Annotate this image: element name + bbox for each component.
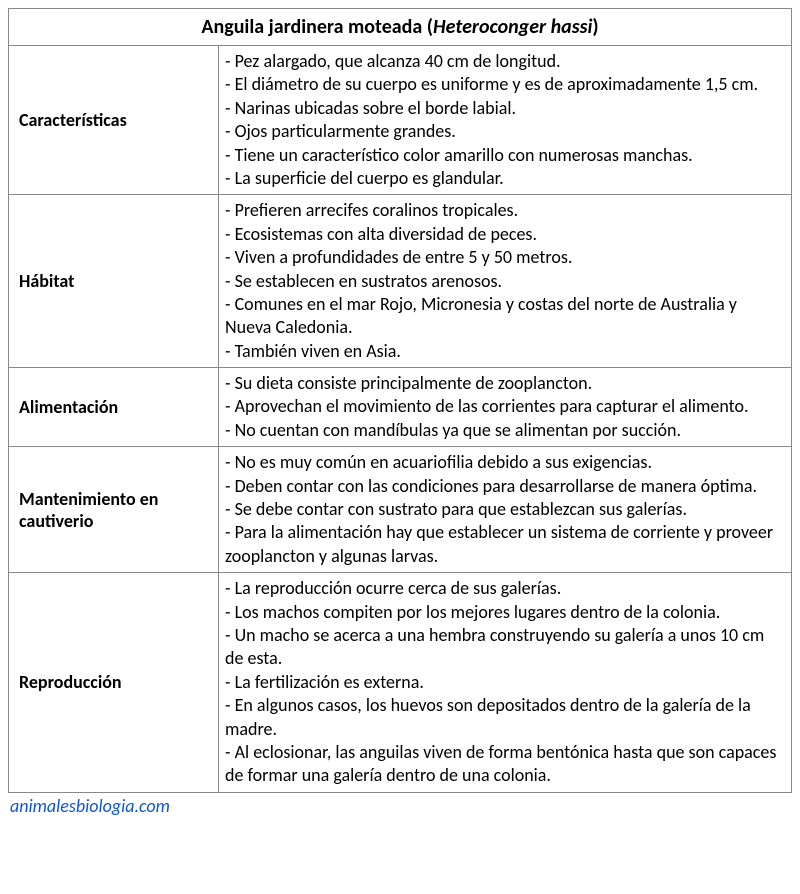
content-item: - Un macho se acerca a una hembra constr…	[225, 624, 783, 671]
content-item: - En algunos casos, los huevos son depos…	[225, 694, 783, 741]
section-content: - Prefieren arrecifes coralinos tropical…	[219, 195, 792, 368]
table-title: Anguila jardinera moteada (Heteroconger …	[9, 9, 792, 46]
footer-source: animalesbiologia.com	[8, 795, 792, 817]
section-content: - La reproducción ocurre cerca de sus ga…	[219, 573, 792, 793]
content-item: - Prefieren arrecifes coralinos tropical…	[225, 199, 783, 222]
content-item: - La superficie del cuerpo es glandular.	[225, 167, 783, 190]
content-item: - Ecosistemas con alta diversidad de pec…	[225, 223, 783, 246]
content-item: - Se debe contar con sustrato para que e…	[225, 498, 783, 521]
content-item: - Los machos compiten por los mejores lu…	[225, 601, 783, 624]
table-row: Alimentación - Su dieta consiste principa…	[9, 368, 792, 447]
table-row: Hábitat - Prefieren arrecifes coralinos t…	[9, 195, 792, 368]
content-item: - El diámetro de su cuerpo es uniforme y…	[225, 73, 783, 96]
section-label: Características	[9, 46, 219, 195]
content-item: - La reproducción ocurre cerca de sus ga…	[225, 577, 783, 600]
content-item: - Para la alimentación hay que establece…	[225, 521, 783, 568]
species-table: Anguila jardinera moteada (Heteroconger …	[8, 8, 792, 793]
section-label: Hábitat	[9, 195, 219, 368]
content-item: - Ojos particularmente grandes.	[225, 120, 783, 143]
content-item: - Comunes en el mar Rojo, Micronesia y c…	[225, 293, 783, 340]
section-content: - Su dieta consiste principalmente de zo…	[219, 368, 792, 447]
content-item: - La fertilización es externa.	[225, 671, 783, 694]
content-item: - Narinas ubicadas sobre el borde labial…	[225, 97, 783, 120]
content-item: - Viven a profundidades de entre 5 y 50 …	[225, 246, 783, 269]
section-content: - Pez alargado, que alcanza 40 cm de lon…	[219, 46, 792, 195]
content-item: - También viven en Asia.	[225, 340, 783, 363]
table-row: Mantenimiento en cautiverio - No es muy c…	[9, 447, 792, 573]
section-label: Mantenimiento en cautiverio	[9, 447, 219, 573]
title-scientific: Heteroconger hassi	[433, 15, 592, 39]
content-item: - Se establecen en sustratos arenosos.	[225, 270, 783, 293]
content-item: - Deben contar con las condiciones para …	[225, 475, 783, 498]
section-label: Reproducción	[9, 573, 219, 793]
title-paren-close: )	[592, 15, 598, 39]
section-content: - No es muy común en acuariofilia debido…	[219, 447, 792, 573]
content-item: - No es muy común en acuariofilia debido…	[225, 451, 783, 474]
content-item: - Aprovechan el movimiento de las corrie…	[225, 395, 783, 418]
title-common: Anguila jardinera moteada	[201, 15, 422, 39]
content-item: - Su dieta consiste principalmente de zo…	[225, 372, 783, 395]
table-row: Reproducción - La reproducción ocurre cer…	[9, 573, 792, 793]
content-item: - No cuentan con mandíbulas ya que se al…	[225, 419, 783, 442]
content-item: - Al eclosionar, las anguilas viven de f…	[225, 741, 783, 788]
content-item: - Tiene un característico color amarillo…	[225, 144, 783, 167]
content-item: - Pez alargado, que alcanza 40 cm de lon…	[225, 50, 783, 73]
table-row: Características - Pez alargado, que alcan…	[9, 46, 792, 195]
section-label: Alimentación	[9, 368, 219, 447]
